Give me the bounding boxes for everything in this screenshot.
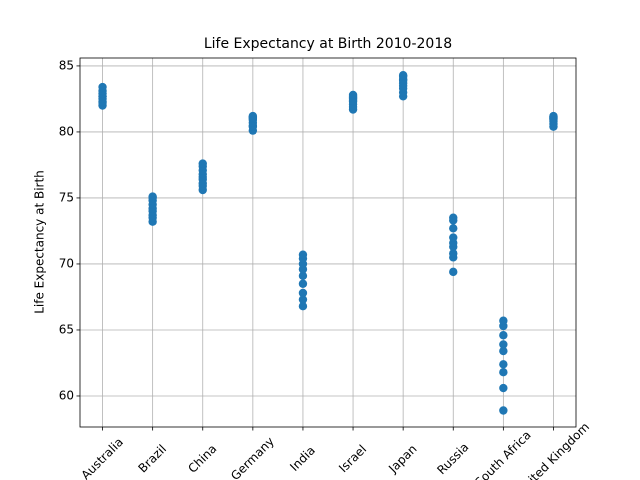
point	[298, 288, 308, 298]
y-tick-label: 70	[59, 256, 74, 270]
point	[499, 316, 508, 325]
y-tick-label: 60	[59, 388, 74, 402]
x-tick-label: Germany	[228, 434, 277, 480]
y-tick-label: 65	[59, 322, 74, 336]
chart-title: Life Expectancy at Birth 2010-2018	[204, 36, 452, 52]
point	[549, 111, 558, 121]
x-tick-label: Israel	[336, 442, 369, 475]
point	[298, 250, 308, 259]
point	[398, 70, 408, 80]
y-tick-label: 75	[59, 190, 74, 204]
point	[198, 159, 207, 168]
x-tick-label: Japan	[385, 442, 419, 476]
point	[449, 249, 458, 258]
x-tick-label: Brazil	[135, 442, 169, 476]
point	[499, 331, 508, 340]
x-tick-label: South Africa	[472, 428, 533, 480]
point	[449, 233, 458, 242]
point	[248, 111, 258, 121]
point	[348, 90, 358, 100]
x-tick-label: China	[185, 442, 219, 476]
point	[298, 271, 308, 281]
point	[499, 368, 508, 377]
point	[499, 360, 508, 369]
point	[499, 406, 508, 415]
y-axis-label: Life Expectancy at Birth	[33, 170, 47, 314]
plot-frame	[79, 57, 577, 428]
point	[449, 224, 458, 233]
x-tick-label: Australia	[78, 435, 125, 480]
point	[298, 279, 308, 288]
point	[298, 302, 308, 311]
point	[499, 383, 508, 393]
point	[449, 267, 458, 277]
point	[449, 213, 458, 222]
point	[499, 346, 508, 356]
point	[499, 340, 508, 349]
point	[98, 82, 107, 92]
x-tick-label: Russia	[434, 440, 471, 477]
point	[148, 192, 157, 201]
x-tick-label: India	[287, 443, 318, 474]
y-tick-label: 80	[59, 124, 74, 138]
point	[298, 295, 308, 304]
y-tick-label: 85	[59, 58, 74, 72]
